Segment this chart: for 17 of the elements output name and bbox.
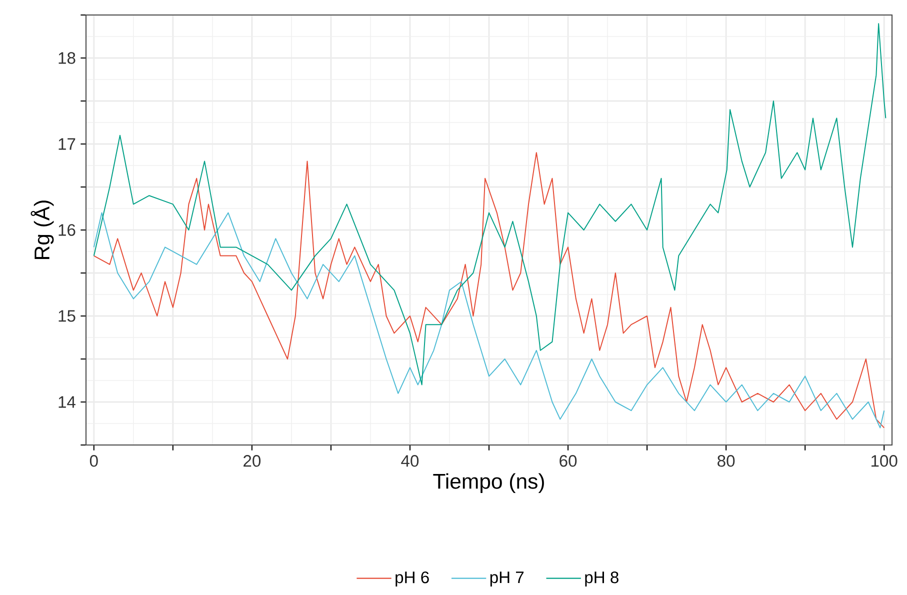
y-tick-label: 15 xyxy=(58,310,76,322)
x-tick-label: 20 xyxy=(244,455,261,467)
legend-label: pH 8 xyxy=(585,572,618,587)
y-tick-label: 16 xyxy=(58,224,76,236)
legend-label: pH 7 xyxy=(490,572,524,586)
legend-label: pH 6 xyxy=(396,572,429,587)
line-series xyxy=(93,152,885,428)
x-tick-label: 60 xyxy=(560,455,577,467)
y-tick-label: 14 xyxy=(58,396,76,408)
x-tick-label: 40 xyxy=(401,455,419,467)
y-tick-label: 17 xyxy=(58,138,76,150)
x-tick-label: 100 xyxy=(872,455,898,467)
x-tick-label: 0 xyxy=(90,455,98,467)
x-tick-label: 80 xyxy=(718,455,735,467)
y-axis-title: Rg (Å) xyxy=(30,200,54,259)
x-axis-title: Tiempo (ns) xyxy=(433,473,544,494)
y-tick-label: 18 xyxy=(58,52,76,64)
